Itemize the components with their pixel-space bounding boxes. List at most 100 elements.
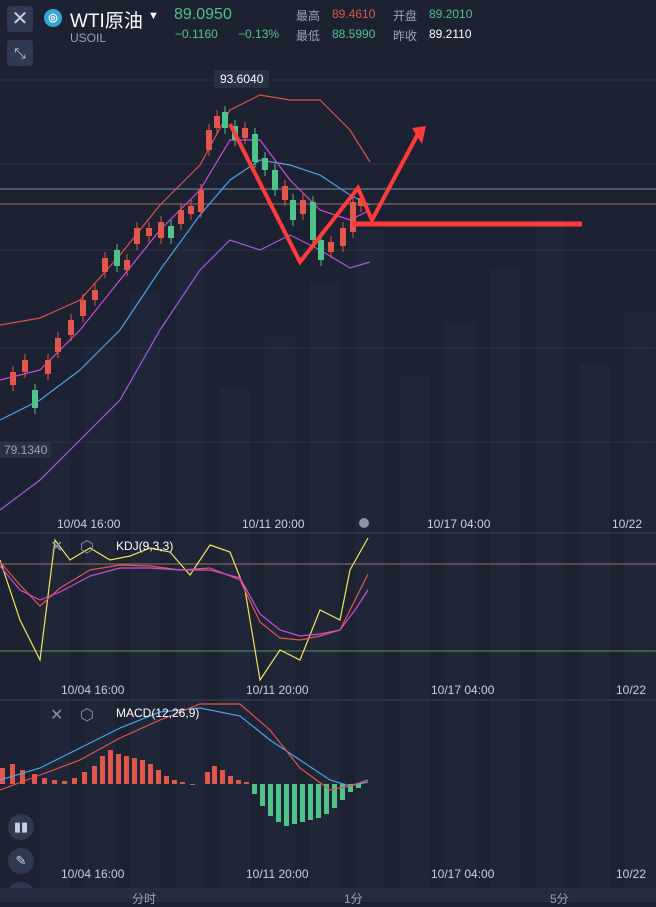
candle-body <box>114 250 120 266</box>
candle-body <box>92 290 98 300</box>
macd-bar-up <box>52 780 57 784</box>
draw-tool-icon[interactable]: ✎ <box>8 848 34 874</box>
tab-timeshare[interactable]: 分时 <box>132 892 157 906</box>
candle-body <box>262 158 268 170</box>
bg-building <box>400 376 430 890</box>
macd-bar-up <box>172 780 177 784</box>
candle-body <box>45 360 51 374</box>
candle-body <box>32 390 38 408</box>
macd-bar-up <box>124 756 129 784</box>
candle-body <box>282 186 288 200</box>
candle-body <box>318 240 324 260</box>
macd-bar-up <box>156 770 161 784</box>
close-indicator-icon[interactable]: ✕ <box>50 707 64 724</box>
boll-lower-line <box>0 234 371 511</box>
kdj-k-line <box>0 561 369 641</box>
main-x-label: 10/22 <box>612 517 643 531</box>
candle-body <box>146 228 152 236</box>
header: ✕ ⤡ ◎ WTI原油 ▼ USOIL 89.0950 −0.1160 −0.1… <box>0 0 656 66</box>
open-label: 开盘 <box>393 9 418 23</box>
trend-arrow-path <box>228 123 422 266</box>
macd-x-label: 10/22 <box>616 867 647 881</box>
bg-building <box>580 364 610 890</box>
main-x-label: 10/04 16:00 <box>57 517 121 531</box>
high-value: 89.4610 <box>332 7 376 21</box>
macd-bar-up <box>92 766 97 784</box>
macd-bar-down <box>324 784 329 814</box>
macd-bar-down <box>332 784 337 808</box>
timeframe-bar <box>0 888 656 902</box>
candle-body <box>68 320 74 335</box>
macd-bar-up <box>108 750 113 784</box>
macd-bar-up <box>236 780 241 784</box>
close-indicator-icon[interactable]: ✕ <box>50 539 64 556</box>
candle-body <box>340 228 346 246</box>
candle-body <box>124 260 130 270</box>
macd-bar-up <box>10 764 15 784</box>
kdj-title: KDJ(9,3,3) <box>116 539 174 553</box>
macd-bar-down <box>300 784 305 822</box>
macd-bar-up <box>42 778 47 784</box>
bg-building <box>625 311 655 890</box>
macd-bar-up <box>100 756 105 784</box>
candle-body <box>358 198 364 206</box>
candle-body <box>222 112 228 128</box>
candle-body <box>158 222 164 238</box>
collapse-button[interactable]: ⤡ <box>7 40 33 66</box>
kdj-j-line <box>0 537 369 682</box>
candle-body <box>290 200 296 220</box>
chevron-down-icon[interactable]: ▼ <box>148 10 159 22</box>
macd-bar-down <box>252 784 257 794</box>
candle-body <box>80 300 86 316</box>
macd-bar-down <box>260 784 265 806</box>
macd-bar-down <box>340 784 345 800</box>
macd-bar-up <box>164 776 169 784</box>
candle-body <box>178 210 184 224</box>
low-price-marker: 79.1340 <box>0 442 52 458</box>
candle-body <box>10 372 16 385</box>
boll-upper-line <box>0 94 371 326</box>
macd-x-label: 10/11 20:00 <box>246 867 309 881</box>
candle-style-icon[interactable]: ▮▮ <box>8 814 34 840</box>
macd-x-label: 10/17 04:00 <box>431 867 495 881</box>
candle-body <box>252 134 258 162</box>
candle-body <box>188 206 194 214</box>
settings-icon[interactable]: ⬡ <box>80 539 94 556</box>
candle-body <box>310 202 316 240</box>
macd-bar-up <box>244 782 249 784</box>
macd-bar-up <box>180 782 185 784</box>
arrow-head-icon <box>412 126 426 144</box>
coin-icon: ◎ <box>44 9 62 27</box>
tab-1min[interactable]: 1分 <box>344 892 363 906</box>
price-change: −0.1160 <box>175 27 218 41</box>
macd-bar-down <box>348 784 353 792</box>
symbol-name[interactable]: WTI原油 <box>70 11 143 32</box>
bg-building <box>40 400 70 890</box>
macd-bar-down <box>268 784 273 816</box>
macd-dif-line <box>0 707 369 787</box>
candle-body <box>168 226 174 238</box>
macd-dea-line <box>0 703 369 791</box>
macd-bar-up <box>32 774 37 784</box>
bg-building <box>490 270 520 890</box>
last-price: 89.0950 <box>174 6 232 23</box>
main-x-label: 10/11 20:00 <box>242 517 305 531</box>
macd-x-label: 10/04 16:00 <box>61 867 125 881</box>
macd-title: MACD(12,26,9) <box>116 706 200 720</box>
candle-body <box>300 200 306 214</box>
candle-body <box>22 360 28 372</box>
candle-body <box>55 338 61 352</box>
bg-building <box>445 323 475 890</box>
settings-icon[interactable]: ⬡ <box>80 707 94 724</box>
candle-body <box>198 190 204 212</box>
candle-body <box>134 228 140 244</box>
bg-building <box>220 388 250 890</box>
tab-5min[interactable]: 5分 <box>550 892 569 906</box>
high-label: 最高 <box>296 9 321 23</box>
close-button[interactable]: ✕ <box>7 6 33 32</box>
macd-bar-up <box>0 768 5 784</box>
macd-bar-up <box>212 766 217 784</box>
bg-building <box>355 229 385 890</box>
price-change-percent: −0.13% <box>238 27 280 41</box>
